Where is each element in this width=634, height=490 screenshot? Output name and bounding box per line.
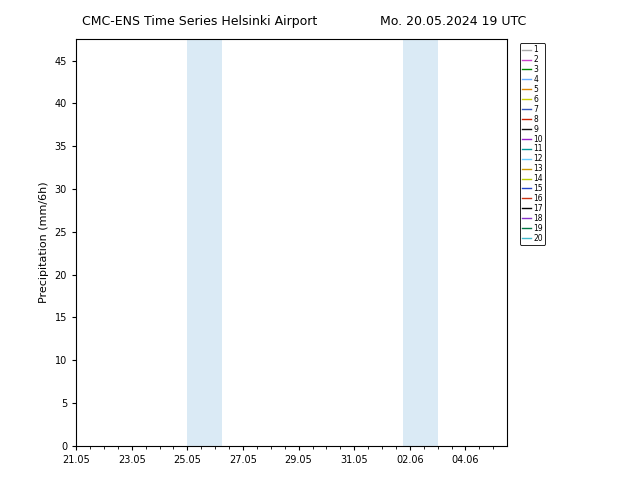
Text: Mo. 20.05.2024 19 UTC: Mo. 20.05.2024 19 UTC <box>380 15 527 28</box>
Bar <box>187 39 222 446</box>
Legend: 1, 2, 3, 4, 5, 6, 7, 8, 9, 10, 11, 12, 13, 14, 15, 16, 17, 18, 19, 20: 1, 2, 3, 4, 5, 6, 7, 8, 9, 10, 11, 12, 1… <box>520 43 545 245</box>
Y-axis label: Precipitation (mm/6h): Precipitation (mm/6h) <box>39 182 49 303</box>
Text: CMC-ENS Time Series Helsinki Airport: CMC-ENS Time Series Helsinki Airport <box>82 15 318 28</box>
Bar <box>403 39 437 446</box>
